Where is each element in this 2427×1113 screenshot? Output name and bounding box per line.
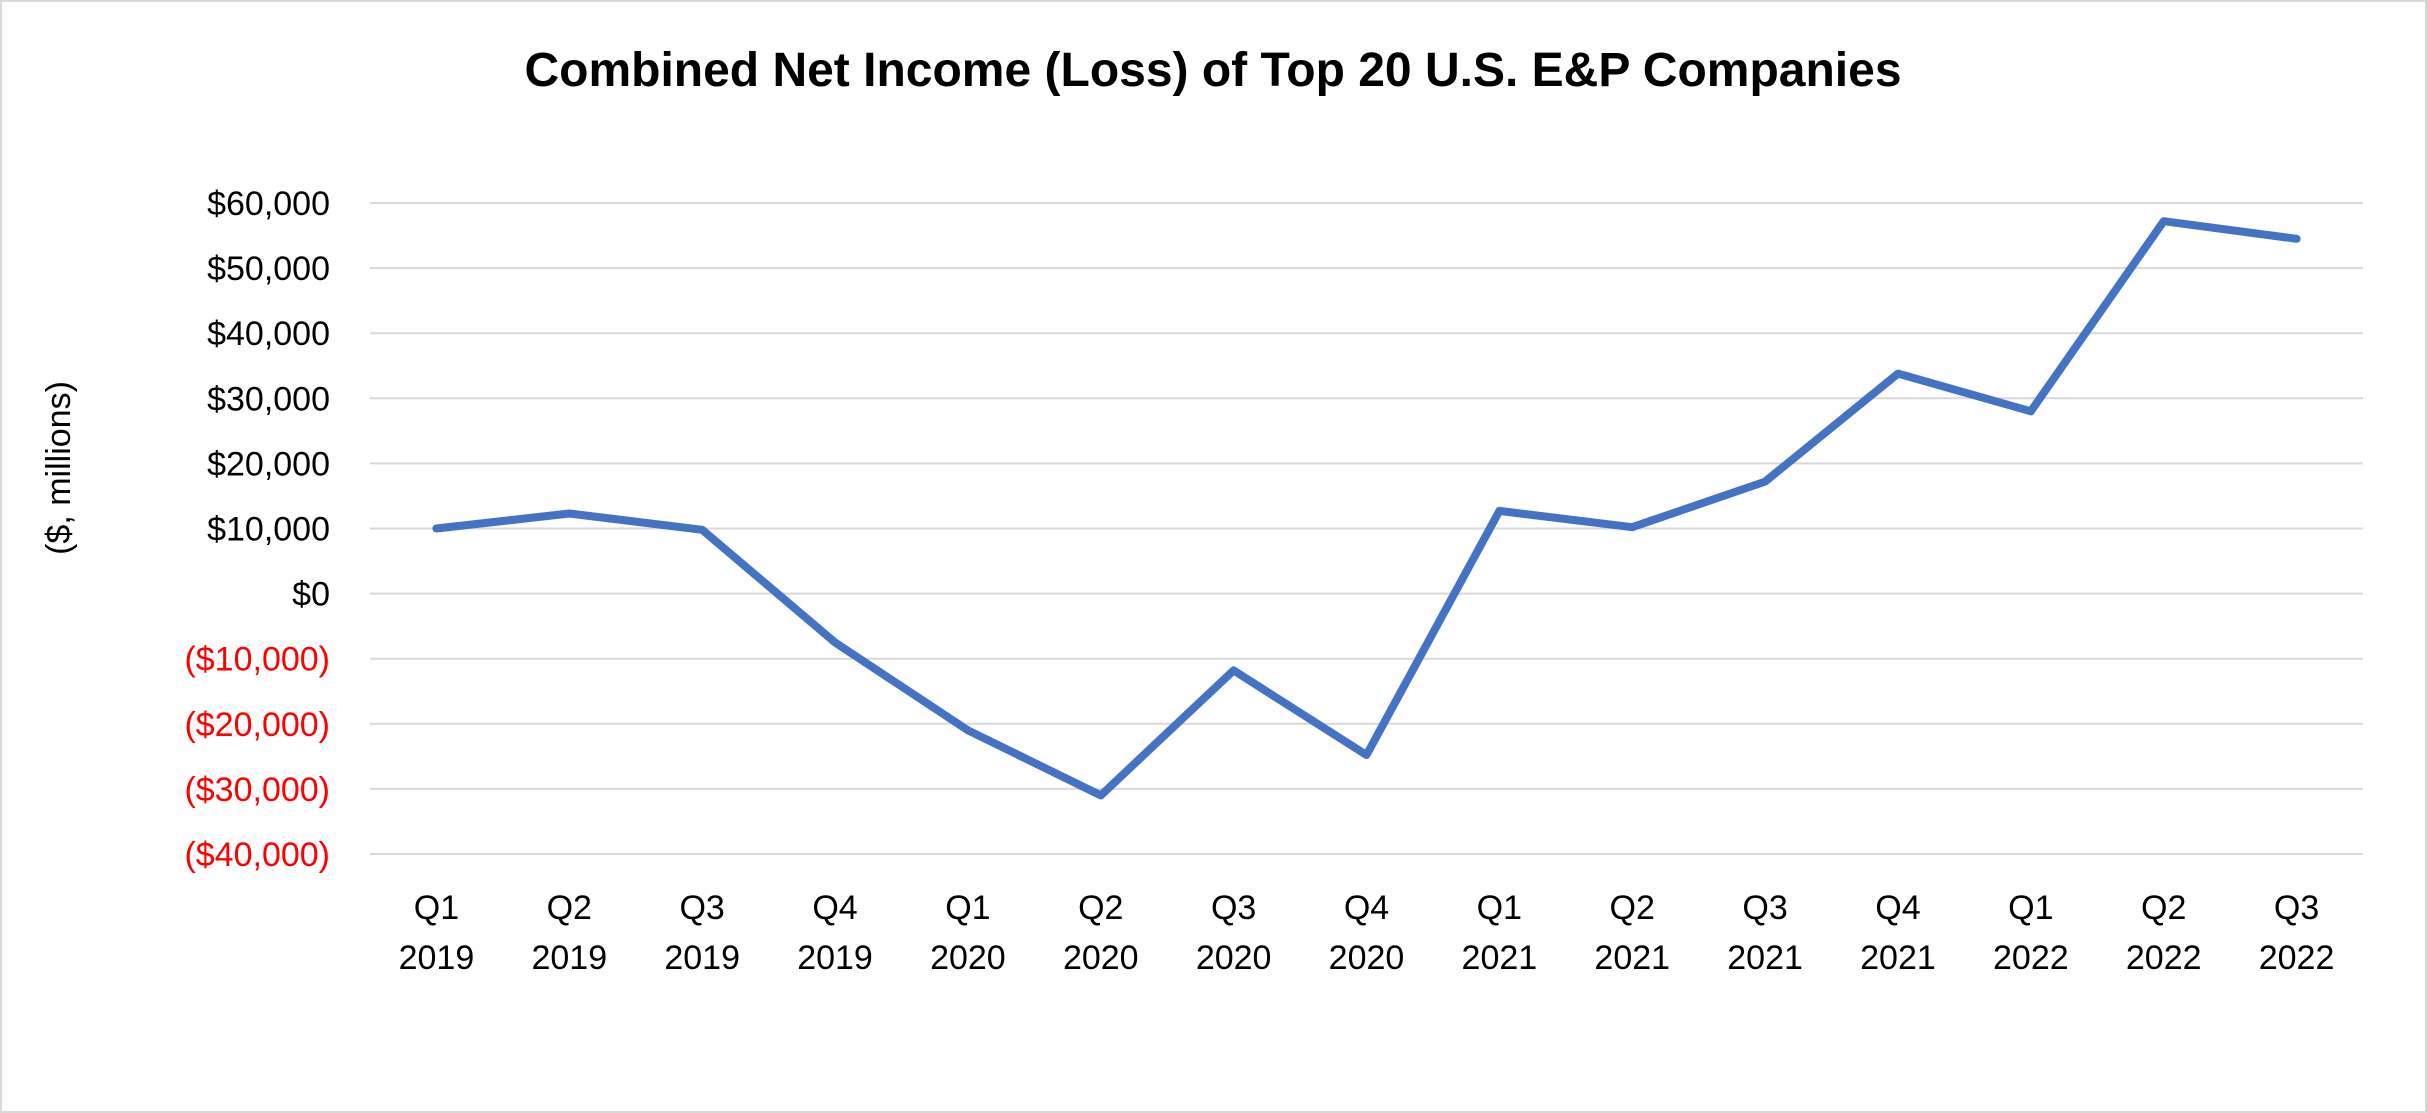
y-tick-label: $10,000 [207,511,330,549]
y-tick-label: $60,000 [207,185,330,223]
x-tick-label-year: 2019 [531,939,607,977]
x-tick-label-year: 2021 [1727,939,1803,977]
x-tick-label-year: 2019 [664,939,740,977]
x-tick-label-quarter: Q4 [812,889,857,927]
chart-title: Combined Net Income (Loss) of Top 20 U.S… [524,44,1901,97]
x-tick-label-year: 2021 [1462,939,1538,977]
x-tick-labels: Q1 2019 Q2 2019 Q3 2019 Q4 2019 Q1 2020 Q2 2020 Q3 20… [399,889,2335,977]
x-tick-label-quarter: Q1 [414,889,459,927]
gridlines [370,202,2363,855]
y-tick-label: $50,000 [207,250,330,288]
y-axis-label: ($, millions) [40,381,78,555]
x-tick-label-year: 2021 [1594,939,1670,977]
x-tick-label-year: 2021 [1860,939,1936,977]
y-tick-label: $40,000 [207,315,330,353]
x-tick-label-year: 2020 [1196,939,1272,977]
x-tick-label-quarter: Q1 [945,889,990,927]
x-tick-label-quarter: Q3 [1211,889,1256,927]
x-tick-label-quarter: Q1 [2008,889,2053,927]
x-tick-label-year: 2020 [1063,939,1139,977]
y-tick-label: ($10,000) [184,641,330,679]
y-tick-label: $20,000 [207,445,330,483]
y-tick-label: $30,000 [207,380,330,418]
x-tick-label-quarter: Q2 [1078,889,1123,927]
x-tick-label-year: 2019 [797,939,873,977]
y-tick-label: ($40,000) [184,836,330,874]
x-tick-label-quarter: Q3 [1742,889,1787,927]
x-tick-label-quarter: Q1 [1477,889,1522,927]
y-tick-label: ($20,000) [184,706,330,744]
x-tick-label-year: 2020 [930,939,1006,977]
y-tick-label: ($30,000) [184,771,330,809]
x-tick-label-quarter: Q2 [1610,889,1655,927]
x-tick-label-year: 2019 [399,939,475,977]
y-tick-label: $0 [292,576,330,614]
x-tick-label-quarter: Q3 [679,889,724,927]
y-tick-labels: $60,000 $50,000 $40,000 $30,000 $20,000 $10,0… [184,185,330,874]
x-tick-label-quarter: Q3 [2274,889,2319,927]
x-tick-label-year: 2022 [1993,939,2069,977]
series-layer [432,217,2301,800]
x-tick-label-quarter: Q4 [1344,889,1389,927]
x-tick-label-quarter: Q2 [547,889,592,927]
series-line [432,217,2301,800]
x-tick-label-year: 2020 [1329,939,1405,977]
x-tick-label-quarter: Q4 [1875,889,1920,927]
x-tick-label-year: 2022 [2126,939,2202,977]
x-tick-label-year: 2022 [2259,939,2335,977]
x-tick-label-quarter: Q2 [2141,889,2186,927]
